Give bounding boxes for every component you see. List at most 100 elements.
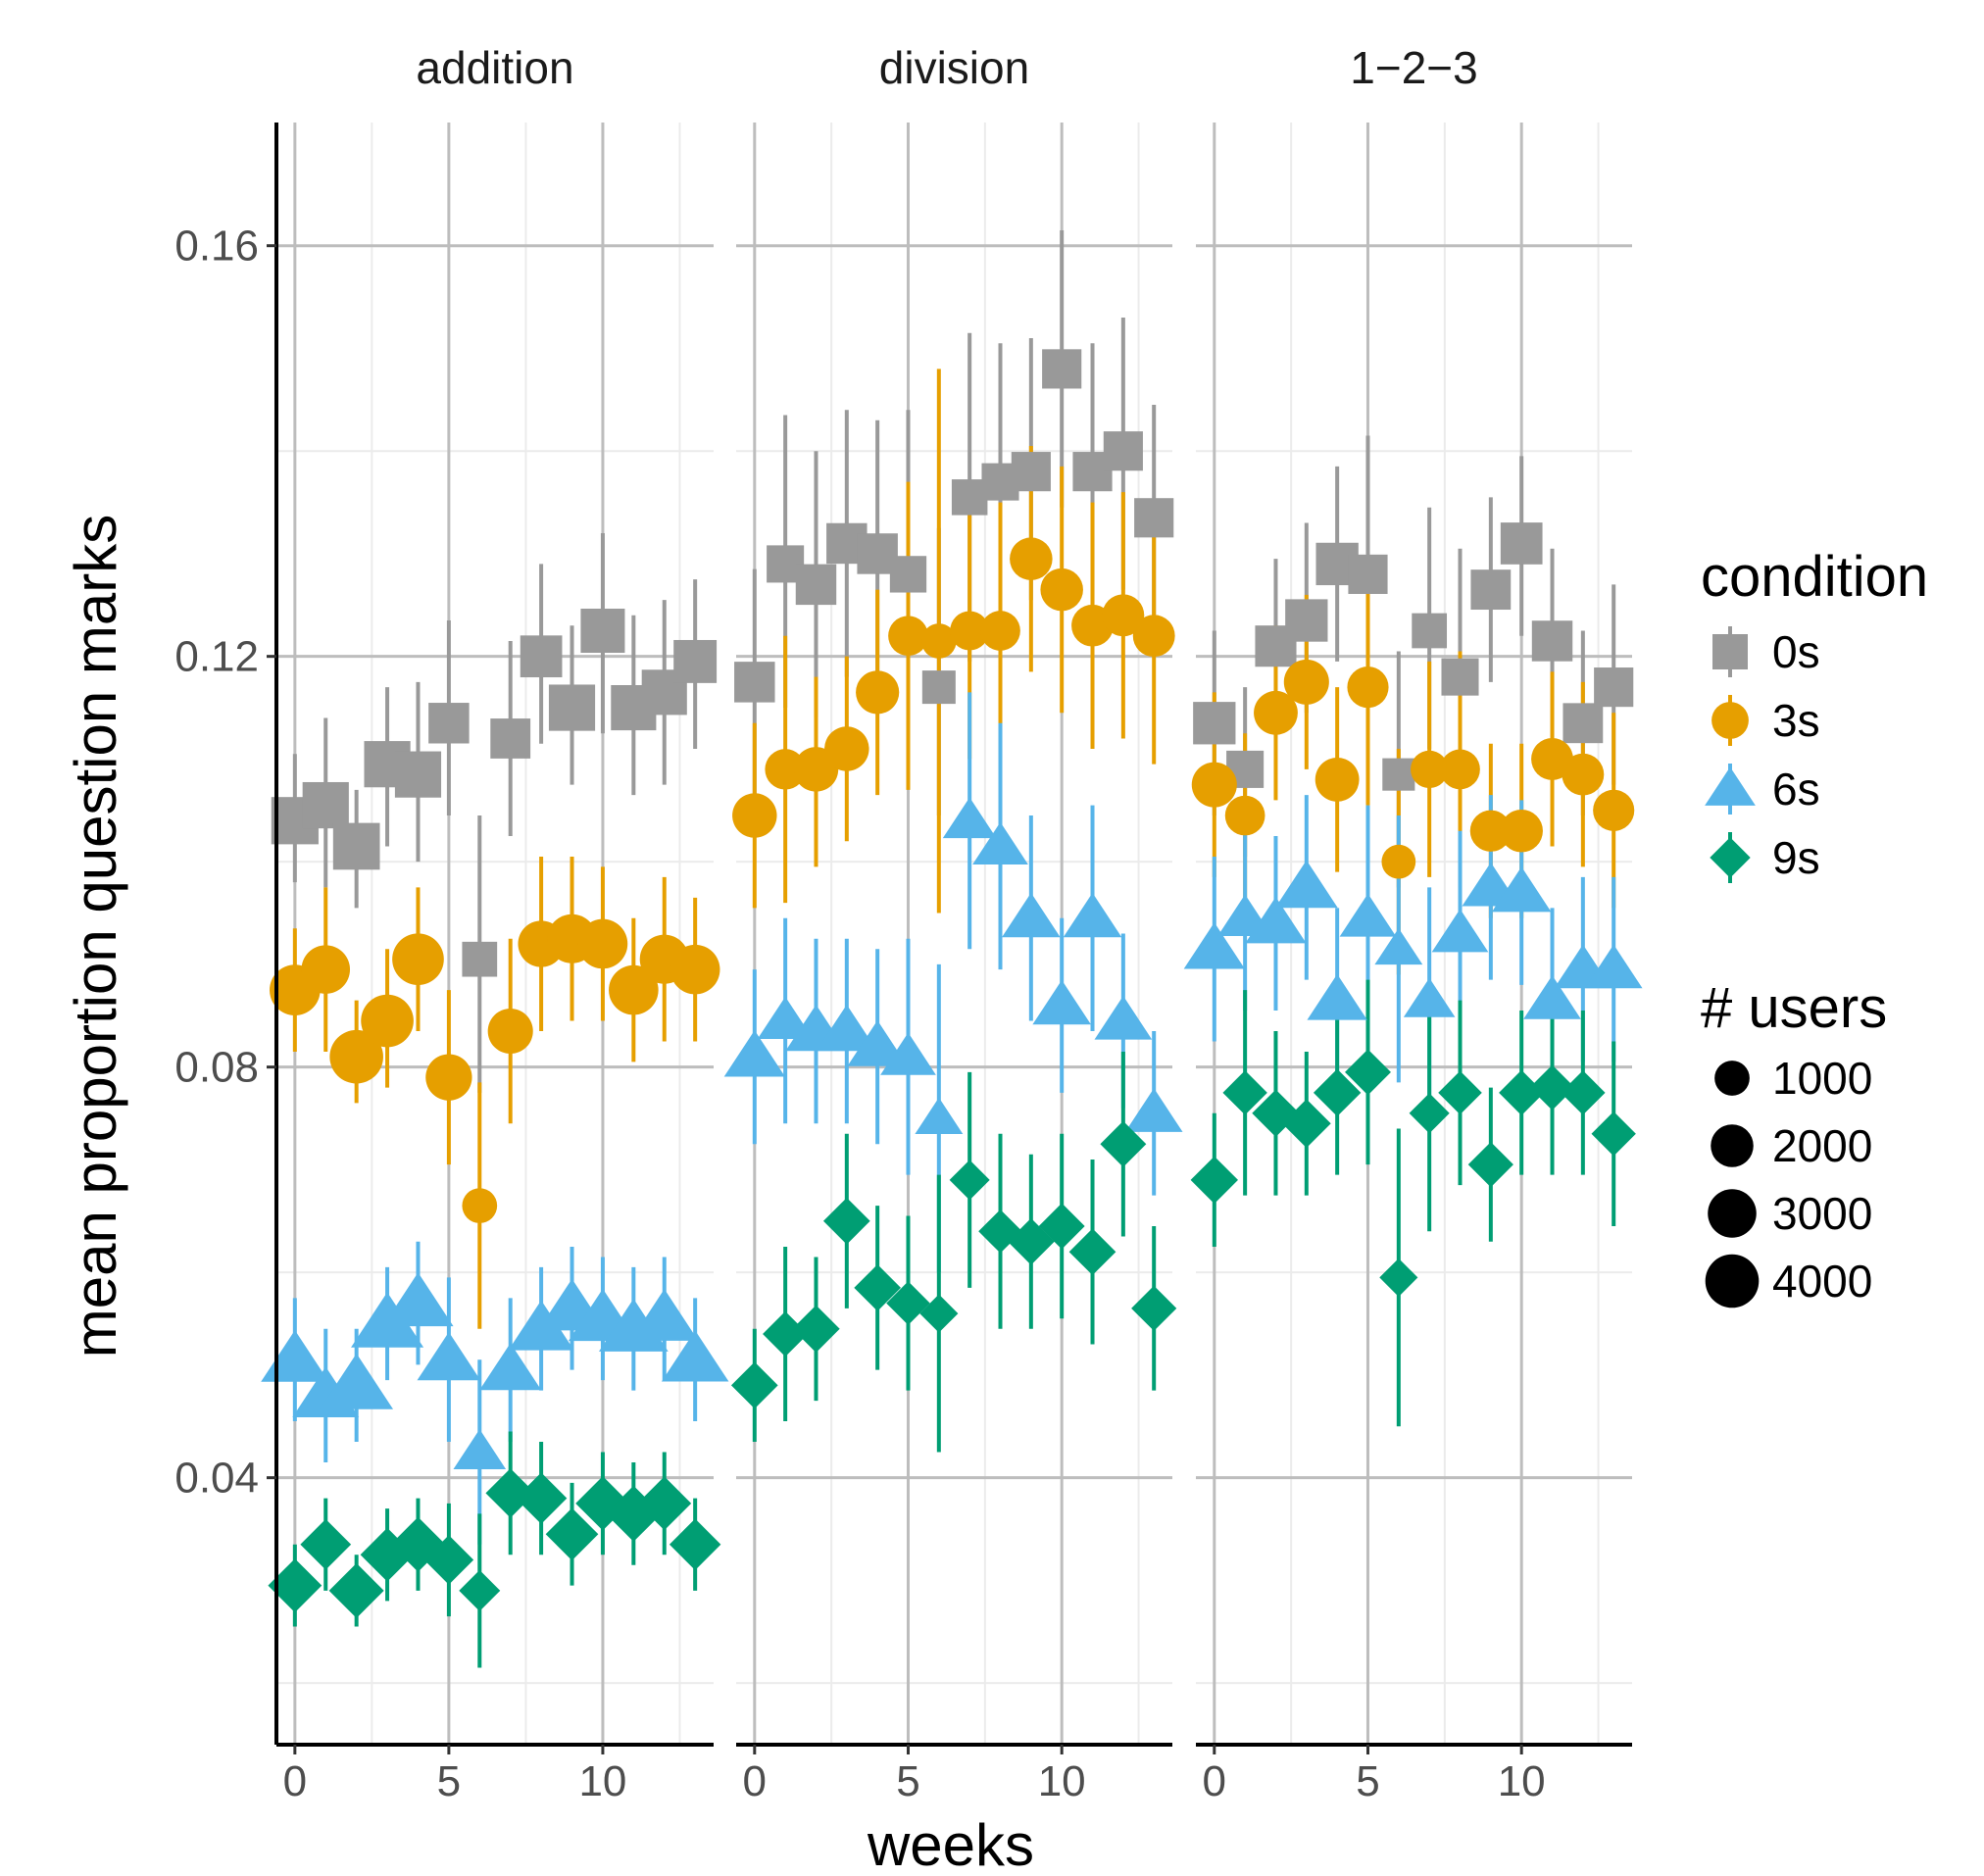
data-point [854,1264,901,1311]
data-point [1134,498,1174,538]
panel-strip-labels: addition division 1−2−3 [416,42,1477,93]
data-point [417,1332,481,1381]
data-point [1131,1285,1177,1331]
data-point [302,781,349,829]
condition-legend-title: condition [1701,545,1928,609]
data-point [920,623,957,659]
condition-legend-label: 9s [1772,832,1820,883]
data-point [1068,1228,1116,1276]
data-point [822,1197,870,1245]
data-point [1102,594,1145,637]
data-point [328,1562,384,1618]
data-point [763,1310,809,1358]
data-point [1190,1156,1239,1205]
data-point [1500,809,1543,853]
data-point [1531,620,1573,662]
y-tick-label: 0.12 [174,633,259,681]
data-point [392,933,444,986]
data-point [1440,749,1480,790]
data-point [1348,554,1388,594]
data-point [580,608,625,654]
data-point [1409,1093,1450,1134]
data-point [880,1032,936,1075]
legend-key-circle [1711,702,1749,739]
data-point [1529,1064,1575,1111]
y-tick-label: 0.16 [174,222,259,271]
data-point [723,1030,785,1077]
data-point [1094,996,1153,1040]
data-point [548,684,596,731]
data-point [320,1353,394,1409]
data-point [950,611,990,651]
data-point [1561,1070,1606,1115]
legend-key-triangle [1705,766,1756,806]
panel-strip-label: 1−2−3 [1350,42,1477,93]
data-point [1347,666,1389,709]
data-point [1441,658,1479,696]
users-legend-title: # users [1701,976,1887,1040]
legend: condition 0s 3s 6s 9s # users 1000 2000 3000 4… [1701,545,1928,1308]
data-point [847,1020,908,1066]
data-point [1562,753,1605,796]
data-point [734,662,775,703]
data-point [1313,1068,1362,1117]
panel-strip-label: division [879,42,1029,93]
data-point [1593,789,1635,831]
data-point [508,1300,574,1351]
data-point [268,1558,322,1613]
data-point [886,1281,930,1325]
data-point [951,479,988,516]
data-point [1191,762,1237,808]
data-point [1002,892,1061,938]
data-point [661,1330,729,1382]
data-point [520,635,563,678]
data-point [423,1535,474,1585]
data-point [1038,1203,1085,1250]
data-point [394,751,442,798]
x-tick-label: 5 [437,1757,461,1805]
data-point [1345,1049,1391,1096]
condition-legend-label: 6s [1772,764,1820,815]
y-tick-label: 0.08 [174,1044,259,1092]
data-point [1381,844,1416,879]
users-legend-label: 3000 [1772,1188,1872,1239]
data-point [1274,860,1338,909]
data-point [545,1507,599,1561]
data-point [1193,702,1236,745]
data-point [301,945,351,994]
data-point [1591,1111,1636,1157]
data-point [1562,703,1604,744]
data-point [730,1361,778,1409]
data-point [1307,973,1367,1020]
data-point [1132,615,1175,658]
data-point [300,1518,352,1570]
data-point [1403,977,1456,1017]
data-point [673,639,718,683]
data-point [816,1004,877,1052]
data-point [361,994,414,1048]
data-point [1594,667,1634,708]
data-point [919,1294,959,1333]
x-tick-label: 0 [1203,1757,1226,1805]
data-point [670,944,720,995]
data-point [942,797,997,839]
data-point [1124,1088,1183,1132]
data-point [1339,893,1397,937]
data-point [329,1029,383,1084]
data-point [1224,795,1265,836]
panel-strip-label: addition [416,42,573,93]
data-point [487,1008,533,1055]
data-point [1100,1120,1147,1167]
x-tick-label: 0 [743,1757,767,1805]
x-axis-title: weeks [867,1812,1034,1876]
data-point [949,1160,990,1201]
y-tick-label: 0.04 [174,1455,259,1503]
data-point [382,1272,454,1327]
data-point [1040,568,1083,612]
legend-key-square [1712,634,1748,669]
data-point [462,1188,498,1223]
data-point [1285,599,1328,642]
data-point [1042,349,1082,389]
data-point [795,564,837,606]
data-point [1412,613,1448,649]
